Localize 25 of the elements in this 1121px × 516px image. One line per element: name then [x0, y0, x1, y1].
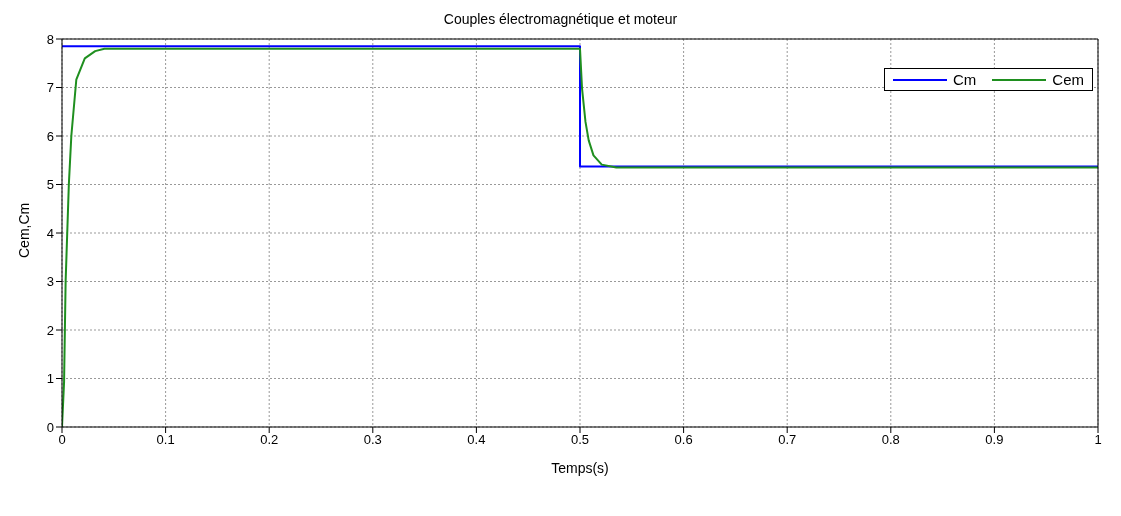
x-tick-label: 0.1 — [156, 432, 175, 448]
x-tick-label: 0.9 — [985, 432, 1004, 448]
y-tick-label: 2 — [46, 322, 54, 338]
x-tick-label: 0.2 — [260, 432, 279, 448]
legend-label: Cem — [1052, 71, 1084, 88]
legend-label: Cm — [953, 71, 977, 88]
y-axis-title: Cem,Cm — [15, 202, 32, 258]
y-tick-label: 8 — [46, 31, 54, 47]
y-tick-label: 7 — [46, 80, 54, 96]
x-tick-label: 0.7 — [778, 432, 797, 448]
y-tick-label: 1 — [46, 371, 54, 387]
x-tick-label: 0.6 — [674, 432, 693, 448]
y-tick-label: 0 — [46, 419, 54, 435]
y-tick-label: 3 — [46, 274, 54, 290]
y-tick-label: 6 — [46, 128, 54, 144]
x-tick-label: 0 — [58, 432, 66, 448]
x-tick-label: 0.8 — [881, 432, 900, 448]
x-tick-label: 0.4 — [467, 432, 486, 448]
x-tick-label: 1 — [1094, 432, 1102, 448]
chart-title: Couples électromagnétique et moteur — [442, 10, 679, 29]
y-tick-label: 4 — [46, 225, 54, 241]
y-tick-label: 5 — [46, 177, 54, 193]
x-axis-title: Temps(s) — [551, 460, 609, 476]
x-tick-label: 0.3 — [363, 432, 382, 448]
x-tick-label: 0.5 — [570, 432, 590, 448]
